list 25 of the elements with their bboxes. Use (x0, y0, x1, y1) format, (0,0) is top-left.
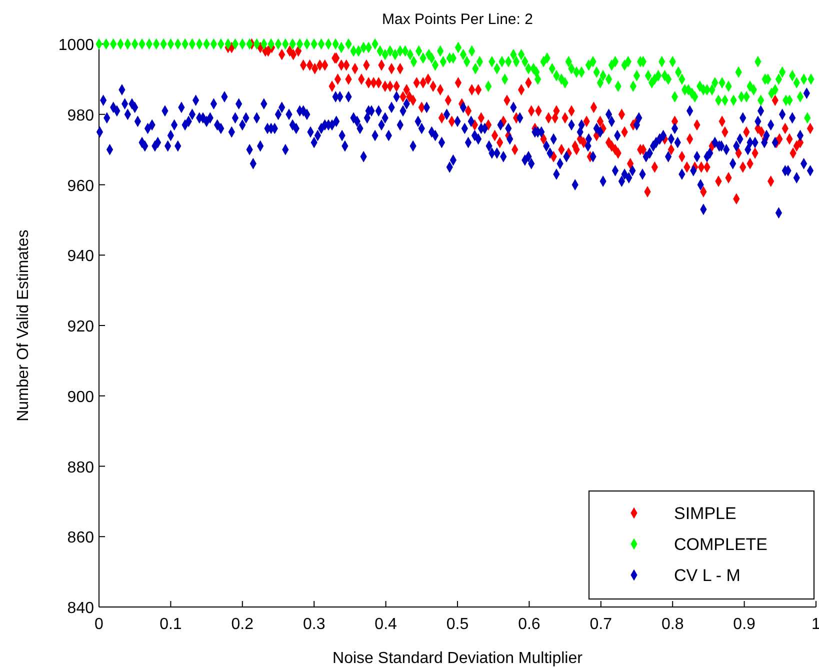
x-tick-label: 0.3 (302, 616, 326, 633)
x-tick-label: 0.9 (733, 616, 756, 633)
x-tick-label: 0.8 (661, 616, 684, 633)
x-tick-label: 0.7 (590, 616, 612, 633)
legend-label: CV L - M (674, 566, 740, 585)
chart-title: Max Points Per Line: 2 (382, 11, 533, 28)
y-tick-label: 920 (67, 318, 94, 336)
y-tick-label: 900 (67, 388, 94, 406)
x-axis-title: Noise Standard Deviation Multiplier (332, 650, 584, 667)
y-tick-label: 960 (67, 178, 94, 195)
x-tick-label: 0.4 (374, 616, 398, 633)
y-tick-label: 1000 (58, 37, 94, 54)
y-tick-label: 880 (67, 459, 94, 476)
x-tick-label: 0.6 (518, 616, 540, 633)
x-tick-label: 0.1 (160, 616, 182, 633)
legend-label: SIMPLE (674, 504, 736, 523)
x-tick-label: 0.5 (446, 616, 469, 633)
x-tick-label: 0 (94, 616, 104, 633)
y-tick-label: 840 (67, 600, 94, 617)
legend-label: COMPLETE (674, 535, 768, 554)
x-tick-label: 0.2 (231, 616, 254, 633)
y-tick-label: 940 (67, 248, 94, 266)
y-tick-label: 980 (67, 107, 94, 124)
y-axis-title: Number Of Valid Estimates (15, 230, 32, 422)
y-tick-label: 860 (67, 530, 94, 547)
